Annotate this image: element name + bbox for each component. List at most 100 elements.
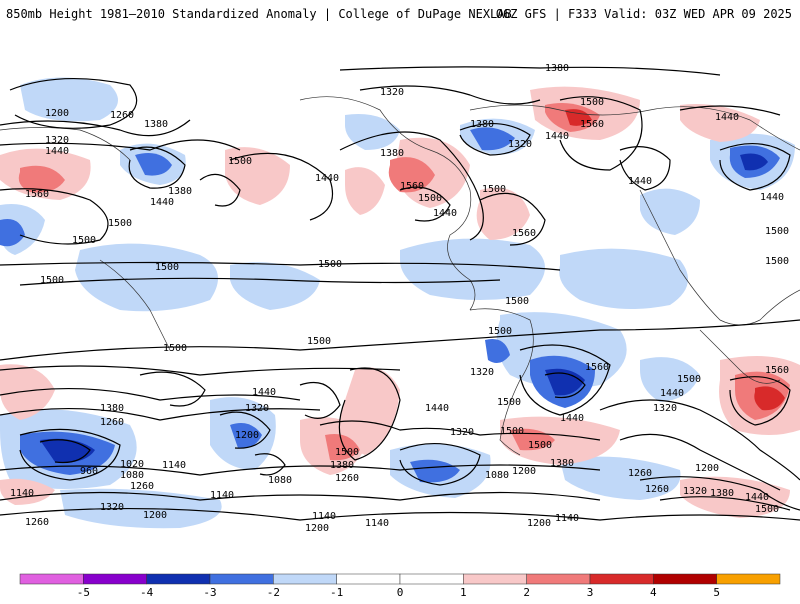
weather-map[interactable]: 1380 1320 1200 1260 1380 1320 1440 1560 … bbox=[0, 30, 800, 558]
contour-label: 1500 bbox=[155, 262, 179, 273]
contour-label: 1380 bbox=[550, 458, 574, 469]
colorbar-labels: -5 -4 -3 -2 -1 0 1 2 3 4 5 bbox=[77, 586, 720, 599]
anomaly-negative bbox=[0, 219, 25, 247]
contour-label: 1440 bbox=[150, 197, 174, 208]
model-run-info: 06Z GFS | F333 Valid: 03Z WED APR 09 202… bbox=[495, 7, 792, 21]
contour-labels: 1380 1320 1200 1260 1380 1320 1440 1560 … bbox=[10, 63, 789, 534]
anomaly-positive bbox=[0, 364, 55, 420]
anomaly-shading bbox=[0, 77, 800, 529]
contour-label: 1320 bbox=[508, 139, 532, 150]
contour-label: 1500 bbox=[488, 326, 512, 337]
anomaly-negative bbox=[470, 127, 515, 151]
anomaly-negative bbox=[135, 152, 172, 176]
anomaly-negative bbox=[230, 422, 262, 449]
contour-label: 1200 bbox=[143, 510, 167, 521]
contour-label: 1200 bbox=[527, 518, 551, 529]
contour-label: 1560 bbox=[25, 189, 49, 200]
contour-label: 1560 bbox=[400, 181, 424, 192]
map-title: 850mb Height 1981–2010 Standardized Anom… bbox=[6, 7, 512, 21]
colorbar-swatch bbox=[336, 573, 401, 585]
contour-label: 1560 bbox=[765, 365, 789, 376]
colorbar-label: 3 bbox=[587, 586, 594, 599]
contour-label: 1020 bbox=[120, 459, 144, 470]
contour-label: 1140 bbox=[162, 460, 186, 471]
height-contours bbox=[0, 66, 800, 521]
anomaly-positive bbox=[18, 165, 65, 193]
contour-label: 1500 bbox=[497, 397, 521, 408]
anomaly-positive bbox=[325, 434, 360, 461]
contour-label: 1380 bbox=[470, 119, 494, 130]
contour-label: 1140 bbox=[555, 513, 579, 524]
contour-label: 1260 bbox=[645, 484, 669, 495]
contour-label: 1380 bbox=[710, 488, 734, 499]
anomaly-negative bbox=[740, 153, 768, 171]
contour-label: 1440 bbox=[628, 176, 652, 187]
anomaly-negative bbox=[560, 456, 681, 500]
contour-label: 1380 bbox=[168, 186, 192, 197]
contour-label: 1320 bbox=[380, 87, 404, 98]
contour-label: 1500 bbox=[765, 226, 789, 237]
colorbar-swatch bbox=[19, 573, 84, 585]
contour-label: 1440 bbox=[425, 403, 449, 414]
contour-label: 1200 bbox=[235, 430, 259, 441]
contour-label: 1500 bbox=[505, 296, 529, 307]
contour-label: 1080 bbox=[485, 470, 509, 481]
anomaly-positive bbox=[680, 104, 760, 142]
anomaly-negative bbox=[20, 77, 118, 122]
colorbar-label: -2 bbox=[267, 586, 280, 599]
contour-label: 1500 bbox=[228, 156, 252, 167]
contour-label: 1440 bbox=[715, 112, 739, 123]
colorbar-label: 4 bbox=[650, 586, 657, 599]
colorbar-swatch bbox=[463, 573, 527, 585]
colorbar-swatch bbox=[83, 573, 147, 585]
contour-label: 1260 bbox=[100, 417, 124, 428]
anomaly-negative bbox=[230, 262, 320, 310]
contour-label: 1560 bbox=[580, 119, 604, 130]
contour-label: 1560 bbox=[585, 362, 609, 373]
contour-label: 1500 bbox=[755, 504, 779, 515]
contour-label: 1500 bbox=[765, 256, 789, 267]
colorbar-swatch bbox=[589, 573, 654, 585]
anomaly-positive bbox=[500, 416, 620, 465]
contour-label: 1500 bbox=[163, 343, 187, 354]
colorbar-label: -4 bbox=[140, 586, 154, 599]
contour-label: 1080 bbox=[120, 470, 144, 481]
contour-label: 1260 bbox=[130, 481, 154, 492]
contour-label: 1320 bbox=[100, 502, 124, 513]
anomaly-negative bbox=[485, 339, 510, 364]
anomaly-positive bbox=[225, 147, 290, 205]
colorbar-swatch bbox=[653, 573, 717, 585]
anomaly-negative bbox=[75, 243, 218, 312]
anomaly-positive bbox=[680, 476, 790, 518]
contour-label: 1440 bbox=[760, 192, 784, 203]
colorbar-svg: -5 -4 -3 -2 -1 0 1 2 3 4 5 bbox=[19, 573, 781, 599]
contour-label: 1200 bbox=[305, 523, 329, 534]
contour-label: 1500 bbox=[72, 235, 96, 246]
colorbar-label: 0 bbox=[397, 586, 404, 599]
anomaly-positive bbox=[754, 386, 785, 411]
anomaly-negative bbox=[640, 188, 700, 235]
contour-label: 1440 bbox=[252, 387, 276, 398]
anomaly-positive bbox=[476, 187, 530, 240]
contour-label: 1200 bbox=[45, 108, 69, 119]
contour-label: 1380 bbox=[330, 460, 354, 471]
anomaly-positive bbox=[345, 167, 385, 215]
contour-label: 1440 bbox=[315, 173, 339, 184]
colorbar-label: 1 bbox=[460, 586, 467, 599]
colorbar-label: 5 bbox=[713, 586, 720, 599]
colorbar-swatch bbox=[716, 573, 781, 585]
anomaly-negative bbox=[345, 114, 400, 150]
contour-label: 1380 bbox=[545, 63, 569, 74]
contour-label: 1500 bbox=[580, 97, 604, 108]
contour-label: 1500 bbox=[40, 275, 64, 286]
contour-label: 1140 bbox=[312, 511, 336, 522]
contour-label: 1440 bbox=[45, 146, 69, 157]
contour-label: 1560 bbox=[512, 228, 536, 239]
anomaly-negative bbox=[559, 248, 688, 309]
contour-label: 1260 bbox=[335, 473, 359, 484]
contour-label: 1320 bbox=[683, 486, 707, 497]
anomaly-positive bbox=[388, 157, 435, 193]
contour-label: 1320 bbox=[45, 135, 69, 146]
contour-label: 1500 bbox=[108, 218, 132, 229]
contour-label: 1380 bbox=[100, 403, 124, 414]
